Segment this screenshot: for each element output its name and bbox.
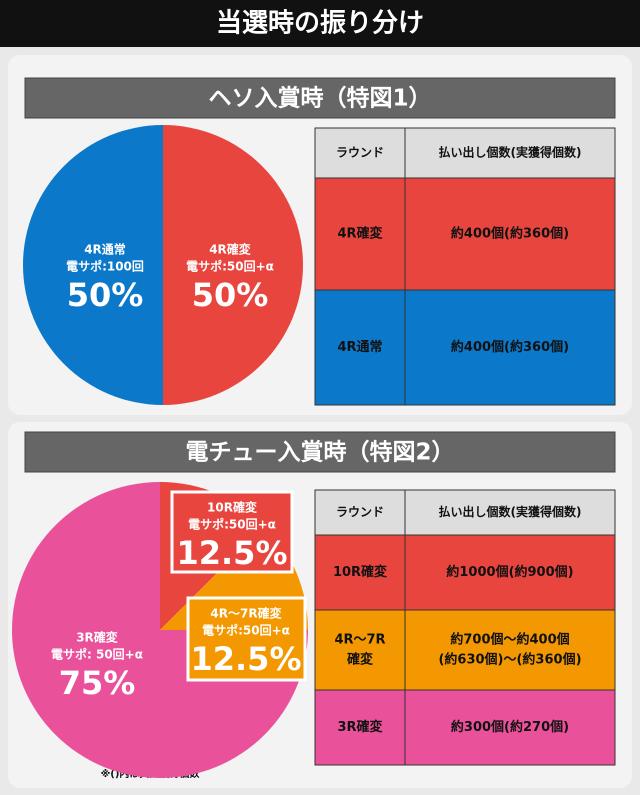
slice-sublabel: 電サポ: 50回+α bbox=[51, 647, 143, 662]
table-row bbox=[314, 609, 616, 691]
slice-label: 4R確変 bbox=[209, 242, 252, 257]
slice-label: 4R～7R確変 bbox=[210, 606, 282, 621]
header-cell: 払い出し個数(実獲得個数) bbox=[439, 145, 582, 160]
pie-slice bbox=[12, 482, 308, 778]
label-box bbox=[170, 490, 294, 574]
value-label: 12.5% bbox=[176, 534, 287, 572]
label-box bbox=[186, 596, 307, 682]
pie-slice bbox=[163, 125, 303, 405]
section-title: ヘソ入賞時（特図1） bbox=[208, 85, 431, 112]
slice-sublabel: 電サポ:100回 bbox=[66, 259, 144, 274]
section-title: 電チュー入賞時（特図2） bbox=[185, 439, 454, 466]
table-cell: 約1000個(約900個) bbox=[446, 564, 573, 580]
value-label: 75% bbox=[59, 664, 136, 702]
slice-label: 10R確変 bbox=[207, 500, 258, 515]
table-cell: 約300個(約270個) bbox=[451, 719, 569, 735]
table-cell: 4R～7R bbox=[334, 633, 385, 648]
table-row bbox=[314, 177, 616, 291]
table-cell: 4R通常 bbox=[337, 339, 382, 355]
title-bar bbox=[0, 0, 640, 47]
section-bar bbox=[24, 431, 616, 473]
table-cell: 約700個～約400個 bbox=[450, 632, 569, 648]
slice-sublabel: 電サポ:50回+α bbox=[202, 623, 290, 638]
table-row bbox=[314, 534, 616, 611]
header-cell: ラウンド bbox=[336, 146, 384, 160]
table-row bbox=[314, 689, 616, 766]
slice-label: 3R確変 bbox=[76, 630, 119, 645]
table-cell: 4R確変 bbox=[337, 226, 382, 242]
table-cell: 約400個(約360個) bbox=[451, 226, 569, 242]
value-label: 50% bbox=[192, 276, 269, 314]
value-label: 12.5% bbox=[190, 640, 301, 678]
header-cell: 払い出し個数(実獲得個数) bbox=[439, 504, 582, 519]
table-cell: 10R確変 bbox=[333, 564, 387, 580]
table-header bbox=[314, 489, 616, 536]
table-cell: 約400個(約360個) bbox=[451, 339, 569, 355]
slice-sublabel: 電サポ:50回+α bbox=[188, 517, 276, 532]
table-cell: (約630個)～(約360個) bbox=[438, 652, 581, 668]
header-cell: ラウンド bbox=[336, 505, 384, 519]
slice-label: 4R通常 bbox=[84, 242, 126, 257]
pie-slice bbox=[23, 125, 163, 405]
table-header bbox=[314, 127, 616, 179]
table-cell: 3R確変 bbox=[337, 719, 382, 735]
page-title: 当選時の振り分け bbox=[216, 9, 424, 39]
table-cell: 確変 bbox=[347, 652, 373, 668]
slice-sublabel: 電サポ:50回+α bbox=[186, 259, 274, 274]
table-row bbox=[314, 289, 616, 406]
value-label: 50% bbox=[67, 276, 144, 314]
section-bar bbox=[24, 77, 616, 119]
